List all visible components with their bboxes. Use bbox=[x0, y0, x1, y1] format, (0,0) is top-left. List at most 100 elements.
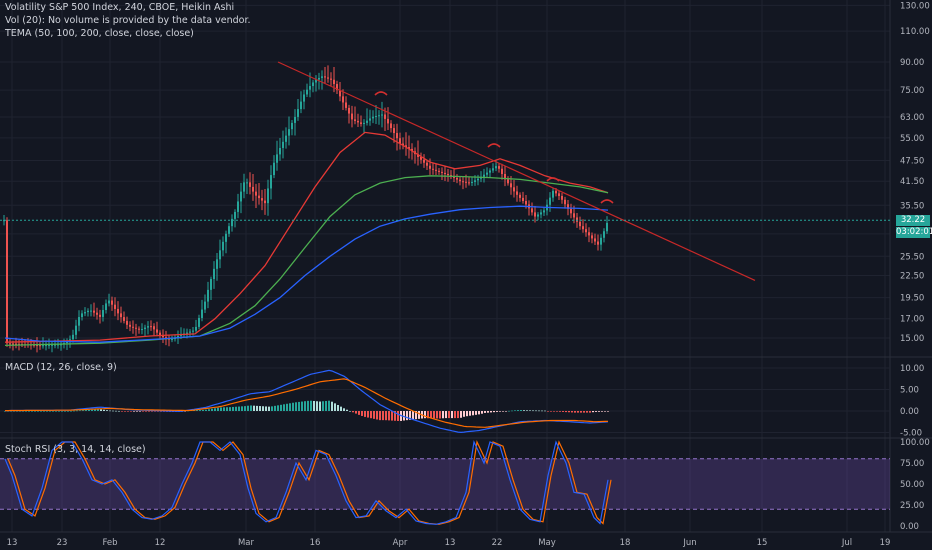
candle bbox=[297, 98, 299, 121]
candle-body bbox=[309, 86, 311, 90]
macd-histogram-bar bbox=[31, 411, 33, 412]
candle bbox=[90, 304, 92, 317]
candle-body bbox=[102, 310, 104, 317]
candle-body bbox=[12, 343, 14, 345]
candle bbox=[123, 311, 125, 324]
candle bbox=[585, 223, 587, 237]
candle bbox=[588, 227, 590, 243]
macd-histogram-bar bbox=[544, 410, 546, 412]
candle-body bbox=[303, 94, 305, 102]
macd-histogram-bar bbox=[367, 411, 369, 418]
candle-body bbox=[258, 195, 260, 199]
candle-body bbox=[93, 310, 95, 313]
candle bbox=[540, 209, 542, 219]
stoch-tick-label: 75.00 bbox=[900, 459, 924, 469]
candle bbox=[135, 323, 137, 336]
candle bbox=[93, 302, 95, 317]
candle-body bbox=[252, 186, 254, 192]
macd-histogram-bar bbox=[46, 411, 48, 412]
candle-body bbox=[192, 330, 194, 332]
candle-body bbox=[519, 194, 521, 198]
candle bbox=[405, 132, 407, 156]
macd-histogram-bar bbox=[433, 411, 435, 419]
time-tick-label: 23 bbox=[57, 538, 68, 548]
macd-histogram-bar bbox=[196, 410, 198, 411]
price-tick-label: 15.00 bbox=[900, 334, 924, 344]
candle bbox=[561, 193, 563, 204]
candle bbox=[225, 230, 227, 254]
macd-histogram-bar bbox=[79, 410, 81, 412]
macd-histogram-bar bbox=[562, 411, 564, 412]
macd-histogram-bar bbox=[586, 411, 588, 413]
candle bbox=[189, 328, 191, 337]
macd-histogram-bar bbox=[565, 411, 567, 413]
candle bbox=[531, 202, 533, 216]
macd-signal-line bbox=[5, 378, 609, 428]
candle bbox=[321, 70, 323, 90]
macd-histogram-bar bbox=[268, 406, 270, 411]
candle bbox=[159, 330, 161, 340]
candle-body bbox=[516, 191, 518, 195]
candle-body bbox=[225, 233, 227, 242]
price-tick-label: 90.00 bbox=[900, 58, 924, 68]
candle bbox=[198, 314, 200, 330]
candle bbox=[102, 305, 104, 322]
candle bbox=[9, 338, 11, 349]
macd-histogram-bar bbox=[19, 411, 21, 412]
candle-body bbox=[411, 148, 413, 152]
candle bbox=[273, 155, 275, 179]
candle-body bbox=[18, 343, 20, 345]
macd-histogram-bar bbox=[523, 410, 525, 411]
candle bbox=[378, 110, 380, 125]
macd-histogram-bar bbox=[232, 406, 234, 411]
time-tick-label: Jul bbox=[841, 538, 852, 548]
macd-histogram-bar bbox=[511, 410, 513, 412]
candle-body bbox=[348, 107, 350, 114]
candle bbox=[387, 107, 389, 130]
macd-histogram-bar bbox=[235, 406, 237, 411]
candle bbox=[240, 182, 242, 214]
time-tick-label: 22 bbox=[492, 538, 503, 548]
macd-histogram-bar bbox=[112, 410, 114, 412]
candle-body bbox=[525, 201, 527, 205]
candle-body bbox=[243, 182, 245, 192]
candle bbox=[390, 120, 392, 133]
candle bbox=[336, 80, 338, 95]
candle bbox=[267, 179, 269, 216]
candle-body bbox=[336, 84, 338, 91]
candle-body bbox=[447, 173, 449, 176]
candle-body bbox=[420, 156, 422, 160]
candle-body bbox=[492, 168, 494, 171]
macd-histogram-bar bbox=[202, 409, 204, 411]
macd-histogram-bar bbox=[310, 400, 312, 411]
macd-histogram-bar bbox=[319, 401, 321, 411]
candle bbox=[111, 296, 113, 311]
macd-histogram-bar bbox=[394, 411, 396, 421]
macd-histogram-bar bbox=[361, 411, 363, 416]
macd-histogram-bar bbox=[10, 411, 12, 412]
macd-histogram-bar bbox=[244, 406, 246, 411]
candle bbox=[195, 319, 197, 334]
candle-body bbox=[381, 114, 383, 116]
candle bbox=[150, 320, 152, 331]
candle-body bbox=[408, 147, 410, 149]
candle-body bbox=[513, 187, 515, 192]
candle-body bbox=[507, 179, 509, 184]
macd-histogram-bar bbox=[325, 400, 327, 411]
candle bbox=[363, 119, 365, 134]
macd-histogram-bar bbox=[226, 407, 228, 411]
candle bbox=[237, 193, 239, 219]
candle-body bbox=[534, 212, 536, 217]
candle bbox=[597, 234, 599, 251]
macd-histogram-bar bbox=[265, 406, 267, 411]
candle-body bbox=[573, 213, 575, 218]
macd-histogram-bar bbox=[505, 411, 507, 412]
macd-histogram-bar bbox=[349, 411, 351, 412]
candle-body bbox=[456, 177, 458, 180]
macd-histogram-bar bbox=[331, 401, 333, 411]
macd-histogram-bar bbox=[82, 410, 84, 411]
candle bbox=[543, 207, 545, 217]
swing-high-marker bbox=[600, 199, 614, 204]
candle-body bbox=[255, 191, 257, 196]
